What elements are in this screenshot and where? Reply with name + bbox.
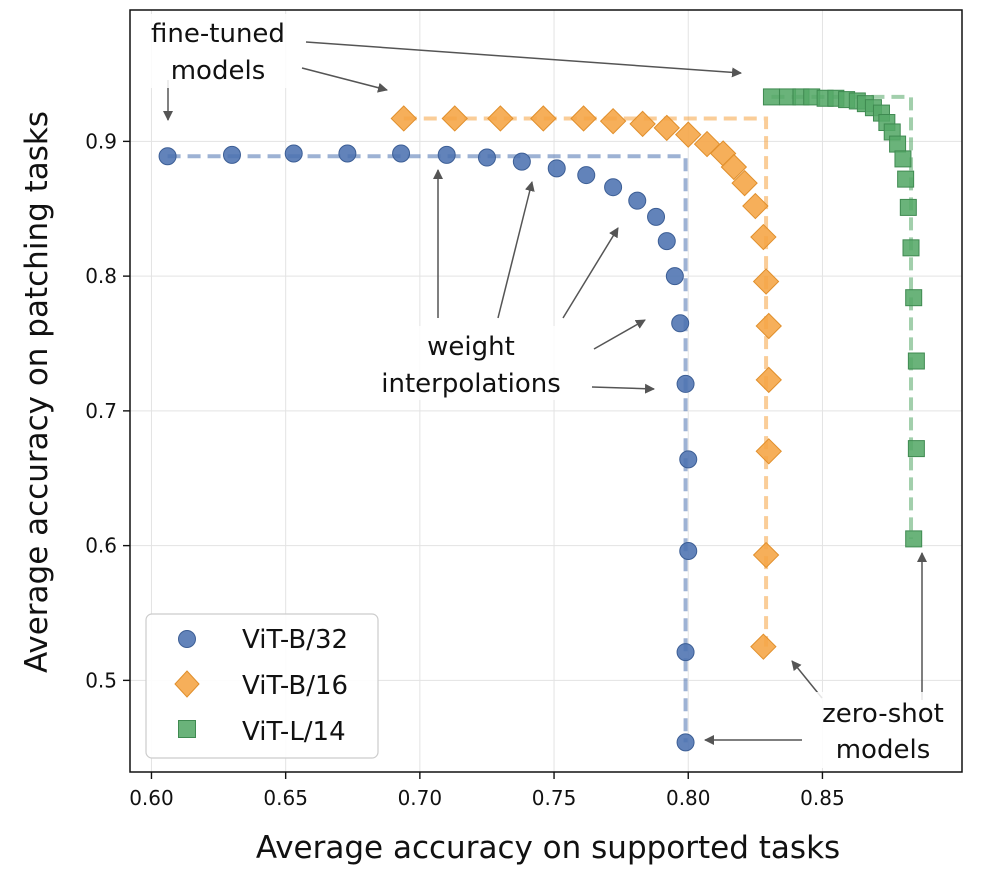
x-tick-label: 0.70 xyxy=(398,786,443,810)
point-vit-b-32 xyxy=(222,145,241,164)
annotation-zero-shot-line2: models xyxy=(836,735,931,765)
point-vit-b-32 xyxy=(284,144,303,163)
point-vit-b-32 xyxy=(512,152,531,171)
data-points xyxy=(158,88,925,752)
point-vit-l-14 xyxy=(762,88,780,106)
arrow-interp-3 xyxy=(562,227,619,319)
point-vit-b-32 xyxy=(676,643,695,662)
point-vit-l-14 xyxy=(899,198,917,216)
point-vit-b-32 xyxy=(671,314,690,333)
point-vit-b-16 xyxy=(720,153,748,181)
point-vit-b-32 xyxy=(679,542,698,561)
point-vit-b-32 xyxy=(647,207,666,226)
plot-frame xyxy=(129,9,963,773)
arrow-fine-tuned-l14 xyxy=(305,41,742,78)
point-vit-b-16 xyxy=(750,633,777,660)
point-vit-b-16 xyxy=(629,110,656,138)
point-vit-b-16 xyxy=(487,105,514,132)
point-vit-l-14 xyxy=(905,530,923,548)
annotation-arrows xyxy=(163,41,927,745)
annotation-bg-fine-tuned xyxy=(135,14,300,88)
y-tick-label: 0.8 xyxy=(85,264,117,288)
arrow-interp-2 xyxy=(497,181,535,319)
arrow-zero-shot-b16 xyxy=(791,660,823,699)
x-tick-label: 0.65 xyxy=(263,786,308,810)
point-vit-b-32 xyxy=(676,374,695,393)
point-vit-l-14 xyxy=(907,352,925,370)
y-tick-label: 0.7 xyxy=(85,399,117,423)
point-vit-b-32 xyxy=(679,450,698,469)
legend-label-vit-b16: ViT-B/16 xyxy=(242,671,348,701)
legend-label-vit-l14: ViT-L/14 xyxy=(242,717,346,747)
y-tick-label: 0.5 xyxy=(85,668,117,692)
legend-marker-vit-b16 xyxy=(174,670,200,698)
axis-ticks: 0.60 0.65 0.70 0.75 0.80 0.85 0.5 0.6 0.7 0.8 0.9 xyxy=(85,129,845,810)
point-vit-b-32 xyxy=(676,733,695,752)
point-vit-b-32 xyxy=(477,148,496,167)
point-vit-b-32 xyxy=(338,144,357,163)
arrow-interp-4 xyxy=(593,319,646,350)
point-vit-l-14 xyxy=(902,239,920,257)
point-vit-b-32 xyxy=(657,232,676,251)
point-vit-b-32 xyxy=(547,159,566,178)
point-vit-l-14 xyxy=(907,440,925,458)
legend: ViT-B/32 ViT-B/16 ViT-L/14 xyxy=(145,613,379,759)
point-vit-b-16 xyxy=(530,105,557,132)
legend-label-vit-b32: ViT-B/32 xyxy=(242,625,348,655)
annotation-bg-weight-interp xyxy=(356,326,588,400)
x-tick-label: 0.85 xyxy=(800,786,845,810)
point-vit-b-16 xyxy=(752,541,780,569)
x-tick-label: 0.80 xyxy=(666,786,711,810)
annotation-bg-zero-shot xyxy=(808,692,956,768)
point-vit-b-16 xyxy=(755,366,782,394)
annotation-zero-shot-line1: zero-shot xyxy=(822,699,944,729)
point-vit-b-32 xyxy=(437,145,456,164)
x-tick-label: 0.75 xyxy=(532,786,577,810)
point-vit-b-16 xyxy=(599,107,627,135)
point-vit-b-32 xyxy=(604,178,623,197)
y-tick-label: 0.9 xyxy=(85,129,117,153)
point-vit-b-32 xyxy=(392,144,411,163)
point-vit-b-16 xyxy=(750,223,777,251)
y-tick-label: 0.6 xyxy=(85,534,117,558)
annotation-weight-interp-line1: weight xyxy=(427,332,515,362)
point-vit-b-32 xyxy=(577,166,596,185)
point-vit-b-32 xyxy=(628,191,647,210)
point-vit-b-32 xyxy=(665,267,684,286)
point-vit-l-14 xyxy=(889,135,907,153)
point-vit-b-16 xyxy=(731,169,758,197)
point-vit-b-16 xyxy=(390,105,417,132)
point-vit-b-16 xyxy=(755,438,782,465)
annotation-weight-interp-line2: interpolations xyxy=(381,369,561,399)
x-tick-label: 0.60 xyxy=(129,786,174,810)
point-vit-b-16 xyxy=(752,268,780,295)
point-vit-b-16 xyxy=(653,114,680,142)
arrow-interp-5 xyxy=(591,383,655,394)
legend-marker-vit-b32 xyxy=(178,630,196,648)
annotation-fine-tuned-line2: models xyxy=(171,56,266,86)
point-vit-l-14 xyxy=(894,150,912,168)
point-vit-l-14 xyxy=(897,170,915,188)
y-axis-label: Average accuracy on patching tasks xyxy=(19,111,55,673)
point-vit-b-16 xyxy=(441,105,468,132)
point-vit-l-14 xyxy=(905,289,923,307)
legend-box xyxy=(145,613,379,759)
legend-marker-vit-l14 xyxy=(178,720,196,738)
arrow-fine-tuned-b16 xyxy=(301,67,388,93)
point-vit-b-16 xyxy=(742,192,769,220)
annotation-fine-tuned-line1: fine-tuned xyxy=(151,19,285,49)
point-vit-b-16 xyxy=(570,105,597,132)
point-vit-b-16 xyxy=(755,312,782,340)
point-vit-b-16 xyxy=(675,121,702,148)
x-axis-label: Average accuracy on supported tasks xyxy=(256,830,840,866)
point-vit-b-32 xyxy=(158,147,177,166)
frontier-line-vit-b-16 xyxy=(403,116,769,647)
